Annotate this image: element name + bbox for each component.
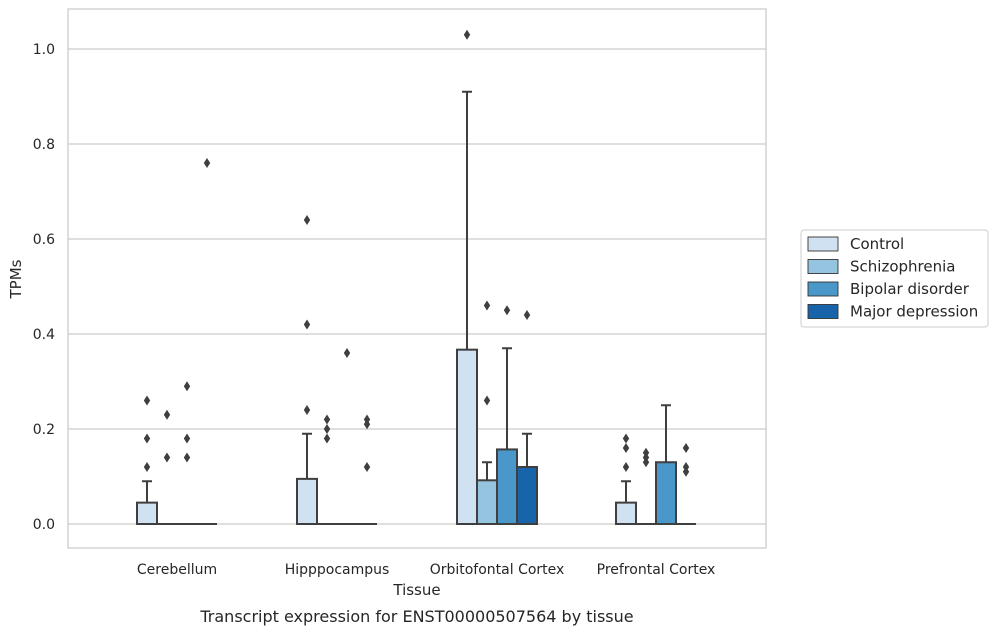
box-plot-marks <box>136 29 696 525</box>
x-tick-label: Hipppocampus <box>285 562 390 578</box>
box-body <box>516 466 538 525</box>
box-body <box>655 461 677 525</box>
box-major-depression <box>516 310 538 525</box>
box-bipolar-disorder <box>337 348 357 525</box>
legend: Control Schizophrenia Bipolar disorder Majo… <box>800 229 989 328</box>
y-tick-label: 0.0 <box>33 517 55 533</box>
outlier-point <box>323 414 331 425</box>
outlier-point <box>163 409 171 420</box>
box-body <box>496 448 518 525</box>
y-tick-label: 1.0 <box>33 42 55 58</box>
legend-swatch <box>807 236 839 252</box>
outlier-point <box>523 310 531 320</box>
y-tick-label: 0.4 <box>33 327 55 343</box>
box-schizophrenia <box>157 409 177 525</box>
box-body <box>476 479 498 525</box>
x-tick-label: Orbitofontal Cortex <box>430 562 565 578</box>
box-major-depression <box>197 158 217 525</box>
box-body <box>136 501 158 525</box>
y-gridlines <box>68 48 766 525</box>
outlier-point <box>682 462 690 472</box>
outlier-point <box>503 305 511 316</box>
chart-caption: Transcript expression for ENST0000050756… <box>199 607 633 626</box>
outlier-point <box>363 414 371 425</box>
outlier-point <box>303 215 311 225</box>
legend-swatch <box>807 281 839 297</box>
legend-swatch <box>807 304 839 319</box>
box-major-depression <box>357 414 377 525</box>
box-control <box>615 433 637 525</box>
box-control <box>296 215 318 525</box>
y-tick-labels: 0.0 0.2 0.4 0.6 0.8 1.0 <box>33 42 55 533</box>
outlier-point <box>183 381 191 392</box>
y-tick-label: 0.6 <box>33 232 55 248</box>
outlier-point <box>163 452 171 463</box>
x-axis-label: Tissue <box>392 581 440 599</box>
box-body <box>456 348 478 525</box>
outlier-point <box>622 443 630 453</box>
plot-area-frame <box>67 8 767 549</box>
outlier-point <box>622 433 630 444</box>
outlier-point <box>143 395 151 406</box>
outlier-point <box>363 462 371 472</box>
box-schizophrenia <box>636 447 656 525</box>
outlier-point <box>143 433 151 444</box>
y-tick-label: 0.8 <box>33 137 55 153</box>
outlier-point <box>323 424 331 434</box>
outlier-point <box>622 462 630 472</box>
outlier-point <box>343 348 351 358</box>
outlier-point <box>203 158 211 168</box>
outlier-point <box>183 433 191 444</box>
legend-label: Control <box>850 235 904 253</box>
legend-frame <box>800 229 989 328</box>
box-schizophrenia <box>317 414 337 525</box>
outlier-point <box>323 433 331 444</box>
outlier-point <box>682 443 690 453</box>
legend-label: Schizophrenia <box>850 258 955 276</box>
legend-label: Major depression <box>850 303 978 321</box>
outlier-point <box>183 452 191 463</box>
legend-label: Bipolar disorder <box>850 280 970 298</box>
box-control <box>456 29 478 525</box>
box-major-depression <box>676 443 696 525</box>
box-bipolar-disorder <box>655 404 677 525</box>
x-tick-label: Cerebellum <box>137 562 217 578</box>
y-axis-label: TPMs <box>7 259 25 299</box>
outlier-point <box>463 29 471 40</box>
x-tick-labels: Cerebellum Hipppocampus Orbitofontal Corte… <box>137 562 715 578</box>
outlier-point <box>303 319 311 330</box>
box-control <box>136 395 158 525</box>
outlier-point <box>483 300 491 311</box>
legend-swatch <box>807 259 839 274</box>
y-tick-label: 0.2 <box>33 422 55 438</box>
outlier-point <box>143 462 151 472</box>
box-bipolar-disorder <box>177 381 197 525</box>
box-body <box>296 477 318 525</box>
outlier-point <box>642 447 650 458</box>
box-bipolar-disorder <box>496 305 518 525</box>
outlier-point <box>303 405 311 415</box>
outlier-point <box>483 395 491 406</box>
box-body <box>615 501 637 525</box>
x-tick-label: Prefrontal Cortex <box>597 562 716 578</box>
